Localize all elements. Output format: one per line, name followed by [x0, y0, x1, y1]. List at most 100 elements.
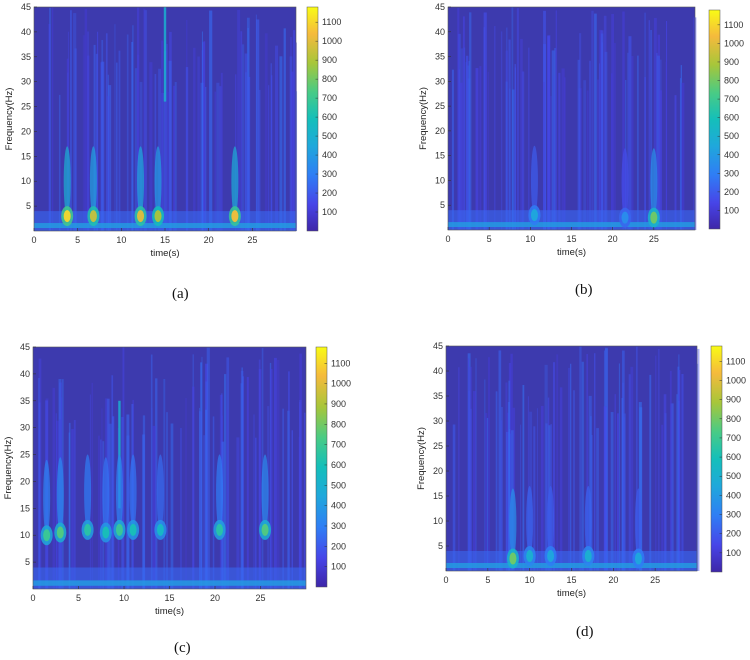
- colorbar-tick-label: 1100: [331, 358, 350, 368]
- colorbar-tick-label: 700: [331, 440, 346, 450]
- spectrogram-panel-3: 0 5 10 15 20 25 5 10 15 20 25 30 35 40 45 time(s) Freque…: [3, 342, 351, 617]
- y-tick-label: 10: [433, 516, 443, 526]
- y-tick-label: 25: [433, 441, 443, 451]
- colorbar-tick-label: 1100: [322, 17, 341, 27]
- colorbar-tick-label: 500: [726, 471, 741, 481]
- y-tick-label: 40: [21, 27, 31, 37]
- hotspot-5: [632, 488, 645, 569]
- colorbar-tick-label: 600: [331, 460, 346, 470]
- colorbar-tick-label: 700: [322, 93, 337, 103]
- hotspot-1: [61, 146, 74, 227]
- hotspot-7: [154, 454, 167, 540]
- x-axis-label: time(s): [150, 248, 179, 259]
- colorbar-gradient: [315, 346, 328, 588]
- y-tick-label: 30: [433, 416, 443, 426]
- spectrogram-texture: [34, 7, 298, 232]
- x-tick-label: 0: [443, 575, 448, 585]
- y-tick-label: 5: [26, 201, 31, 211]
- spectrogram-panel-4: 0 5 10 15 20 25 5 10 15 20 25 30 35 40 45 time(s) Freque…: [416, 341, 746, 599]
- colorbar-tick-label: 200: [724, 187, 739, 197]
- colorbar-tick-label: 400: [724, 150, 739, 160]
- y-axis-label: Frequency(Hz): [418, 87, 429, 150]
- colorbar-tick-label: 500: [322, 131, 337, 141]
- x-tick-label: 25: [650, 575, 660, 585]
- colorbar-tick-label: 1000: [331, 379, 351, 389]
- colorbar-tick-label: 500: [724, 131, 739, 141]
- y-tick-label: 10: [20, 530, 30, 540]
- x-tick-label: 25: [255, 593, 265, 603]
- y-tick-label: 20: [20, 476, 30, 486]
- colorbar-tick-label: 600: [726, 452, 741, 462]
- colorbar-tick-label: 1100: [726, 356, 745, 366]
- hotspot-4: [582, 486, 595, 566]
- y-tick-label: 35: [433, 391, 443, 401]
- colorbar-tick-label: 1000: [322, 36, 342, 46]
- y-tick-label: 45: [21, 2, 31, 12]
- y-tick-label: 40: [435, 27, 445, 37]
- colorbar-tick-label: 400: [726, 490, 741, 500]
- y-axis-label: Frequency(Hz): [4, 88, 15, 151]
- x-tick-label: 25: [247, 235, 257, 245]
- spectrogram-panel-1: 0 5 10 15 20 25 5 10 15 20 25 30 35 40 45 time(s) Freque…: [4, 2, 342, 259]
- hotspot-1: [506, 488, 519, 569]
- y-tick-label: 5: [440, 200, 445, 210]
- y-tick-label: 10: [21, 176, 31, 186]
- colorbar-tick-label: 800: [724, 76, 739, 86]
- panel-label-b: (b): [575, 282, 593, 298]
- x-tick-label: 5: [76, 593, 81, 603]
- x-tick-label: 0: [445, 234, 450, 244]
- colorbar-tick-label: 1000: [724, 38, 744, 48]
- hotspot-1: [528, 145, 541, 226]
- x-axis-label: time(s): [155, 606, 184, 617]
- y-tick-label: 45: [433, 341, 443, 351]
- hotspot-4: [99, 457, 112, 543]
- y-tick-label: 35: [20, 396, 30, 406]
- y-tick-label: 45: [435, 2, 445, 12]
- x-tick-label: 10: [119, 593, 129, 603]
- panel-label-d: (d): [576, 624, 594, 640]
- colorbar-tick-label: 300: [331, 521, 346, 531]
- y-tick-label: 15: [433, 491, 443, 501]
- y-tick-label: 25: [21, 102, 31, 112]
- y-tick-label: 25: [20, 450, 30, 460]
- y-tick-label: 35: [21, 52, 31, 62]
- colorbar-tick-label: 900: [724, 57, 739, 67]
- y-tick-label: 15: [20, 503, 30, 513]
- colorbar-tick-label: 300: [726, 510, 741, 520]
- y-tick-label: 35: [435, 52, 445, 62]
- y-tick-label: 20: [433, 466, 443, 476]
- colorbar-tick-label: 900: [726, 395, 741, 405]
- colorbar-tick-label: 1000: [726, 375, 746, 385]
- colorbar-tick-label: 400: [331, 501, 346, 511]
- colorbar-tick-label: 600: [322, 112, 337, 122]
- x-tick-label: 10: [525, 234, 535, 244]
- colorbar-tick-label: 200: [726, 529, 741, 539]
- hotspot-5: [228, 146, 241, 227]
- y-tick-label: 25: [435, 101, 445, 111]
- spectral-stripe: [118, 400, 121, 509]
- y-axis-label: Frequency(Hz): [3, 437, 14, 500]
- hotspot-2: [647, 148, 660, 228]
- hotspot-1: [40, 459, 53, 546]
- colorbar-gradient: [710, 345, 723, 573]
- hotspot-2: [87, 146, 100, 227]
- colorbar-tick-label: 300: [322, 169, 337, 179]
- y-tick-label: 40: [20, 369, 30, 379]
- colorbar-tick-label: 800: [322, 74, 337, 84]
- colorbar-tick-label: 200: [331, 541, 346, 551]
- colorbar-tick-label: 700: [724, 94, 739, 104]
- colorbar-tick-label: 500: [331, 480, 346, 490]
- x-tick-label: 15: [566, 234, 576, 244]
- y-tick-label: 20: [435, 126, 445, 136]
- x-tick-label: 15: [566, 575, 576, 585]
- hotspot-2: [54, 457, 67, 543]
- hotspot-9: [259, 454, 272, 540]
- colorbar: 100 200 300 400 500 600 700 800 900 1000 1100: [708, 9, 744, 230]
- plot-background: [33, 347, 306, 589]
- hotspot-3: [619, 148, 632, 228]
- colorbar-gradient: [306, 6, 319, 232]
- x-axis-label: time(s): [557, 588, 586, 599]
- y-tick-label: 15: [21, 151, 31, 161]
- colorbar-tick-label: 400: [322, 150, 337, 160]
- hotspot-6: [127, 454, 140, 540]
